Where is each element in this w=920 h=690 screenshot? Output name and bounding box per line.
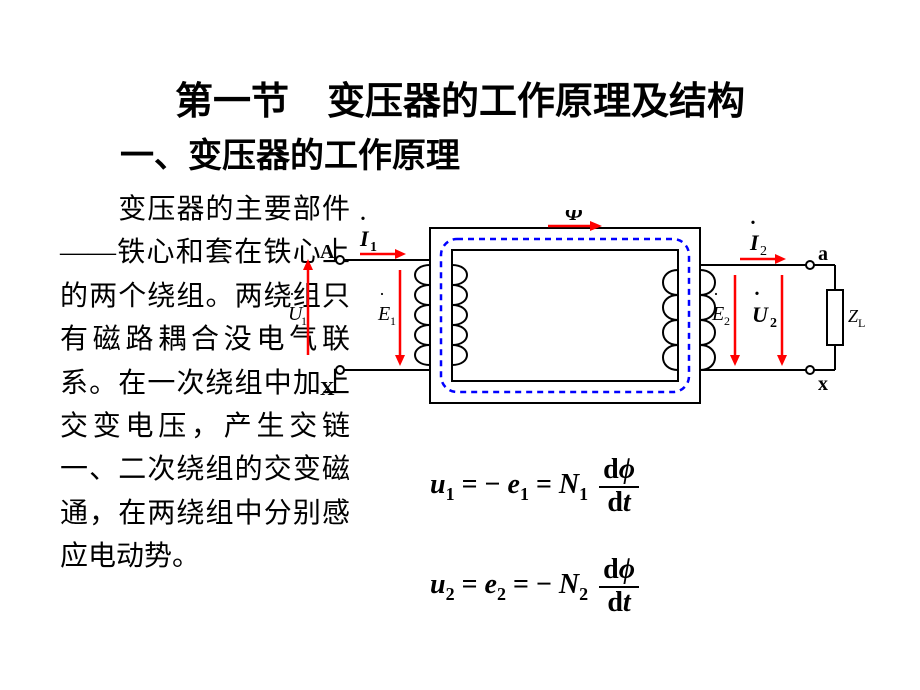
terminal-A: A [320, 241, 335, 263]
slide-subtitle: 一、变压器的工作原理 [120, 128, 460, 177]
phi-label: Φ [565, 210, 582, 225]
E1-label: E [377, 303, 390, 325]
I2-label: I [749, 230, 760, 255]
transformer-diagram: Φ [290, 210, 890, 430]
svg-text:̇: ̇ [361, 216, 365, 220]
svg-text:2: 2 [724, 314, 730, 328]
slide-page: 第一节 变压器的工作原理及结构 一、变压器的工作原理 变压器的主要部件——铁心和… [0, 0, 920, 690]
svg-text:̇: ̇ [714, 291, 718, 294]
terminal-x: x [818, 373, 828, 395]
svg-text:̇: ̇ [751, 220, 755, 224]
svg-text:̇: ̇ [755, 291, 759, 295]
svg-text:̇: ̇ [380, 291, 384, 294]
load-label-sub: L [858, 316, 865, 330]
terminal-a: a [818, 243, 828, 265]
I1-label: I [359, 226, 370, 251]
svg-text:1: 1 [370, 240, 377, 255]
equation-2: u2 = e2 = − N2 dϕ dt [430, 555, 643, 619]
svg-text:2: 2 [760, 244, 767, 259]
svg-text:1: 1 [301, 314, 307, 328]
svg-text:̇: ̇ [290, 291, 294, 294]
E2-label: E [711, 303, 724, 325]
slide-title: 第一节 变压器的工作原理及结构 [0, 70, 920, 125]
svg-text:1: 1 [390, 314, 396, 328]
U2-label: U [752, 302, 769, 327]
terminal-X: X [320, 378, 335, 400]
equation-1: u1 = − e1 = N1 dϕ dt [430, 455, 643, 519]
svg-text:2: 2 [770, 316, 777, 331]
